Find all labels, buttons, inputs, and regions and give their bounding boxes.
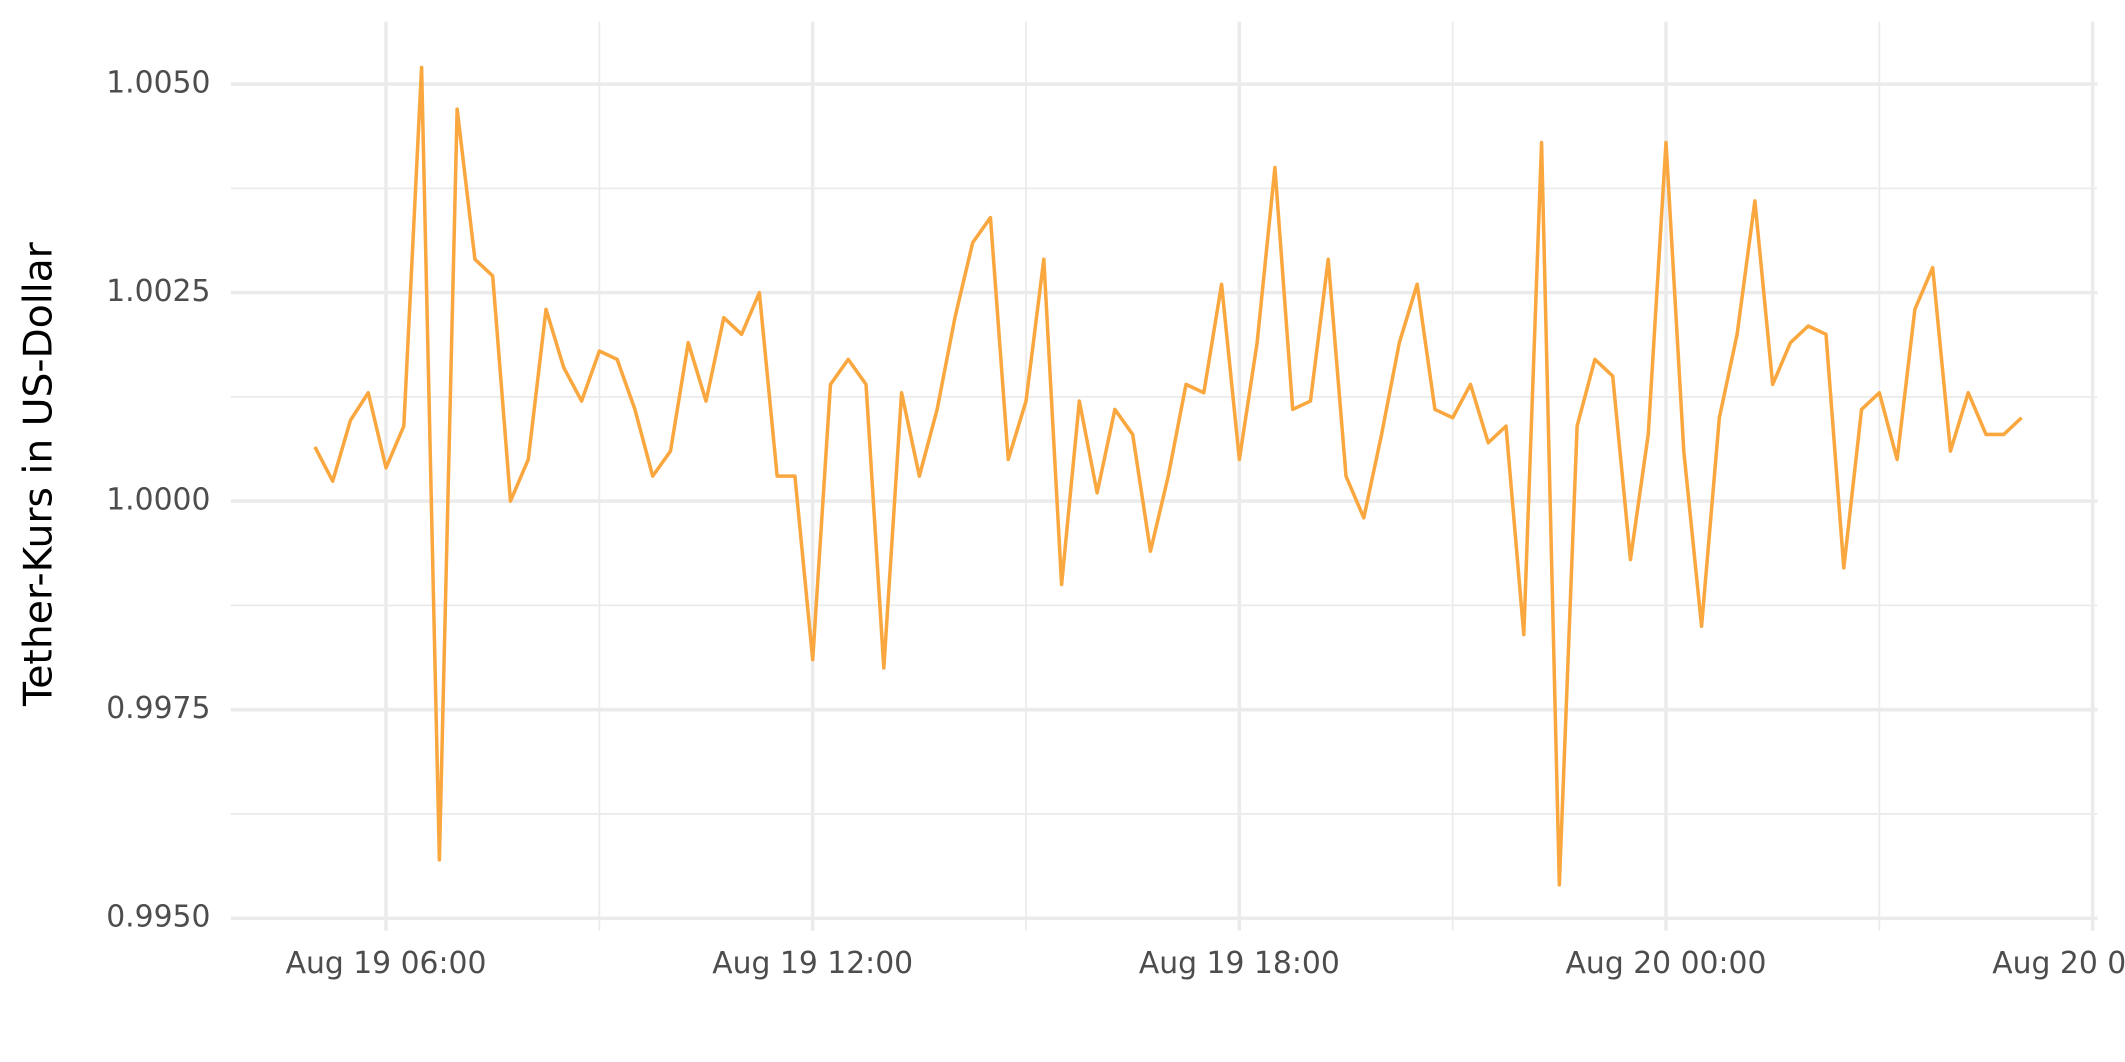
y-tick-label: 1.0000 [106, 483, 210, 518]
y-tick-label: 1.0025 [106, 274, 210, 309]
y-axis-title: Tether-Kurs in US-Dollar [17, 241, 62, 707]
x-tick-label: Aug 19 18:00 [1139, 946, 1340, 981]
price-line [313, 65, 2023, 887]
y-tick-label: 1.0050 [106, 66, 210, 101]
x-tick-label: Aug 19 06:00 [286, 946, 487, 981]
x-tick-label: Aug 20 06:00 [1992, 946, 2125, 981]
x-tick-label: Aug 19 12:00 [712, 946, 913, 981]
x-tick-label: Aug 20 00:00 [1566, 946, 1767, 981]
y-tick-label: 0.9950 [106, 900, 210, 935]
y-tick-label: 0.9975 [106, 691, 210, 726]
